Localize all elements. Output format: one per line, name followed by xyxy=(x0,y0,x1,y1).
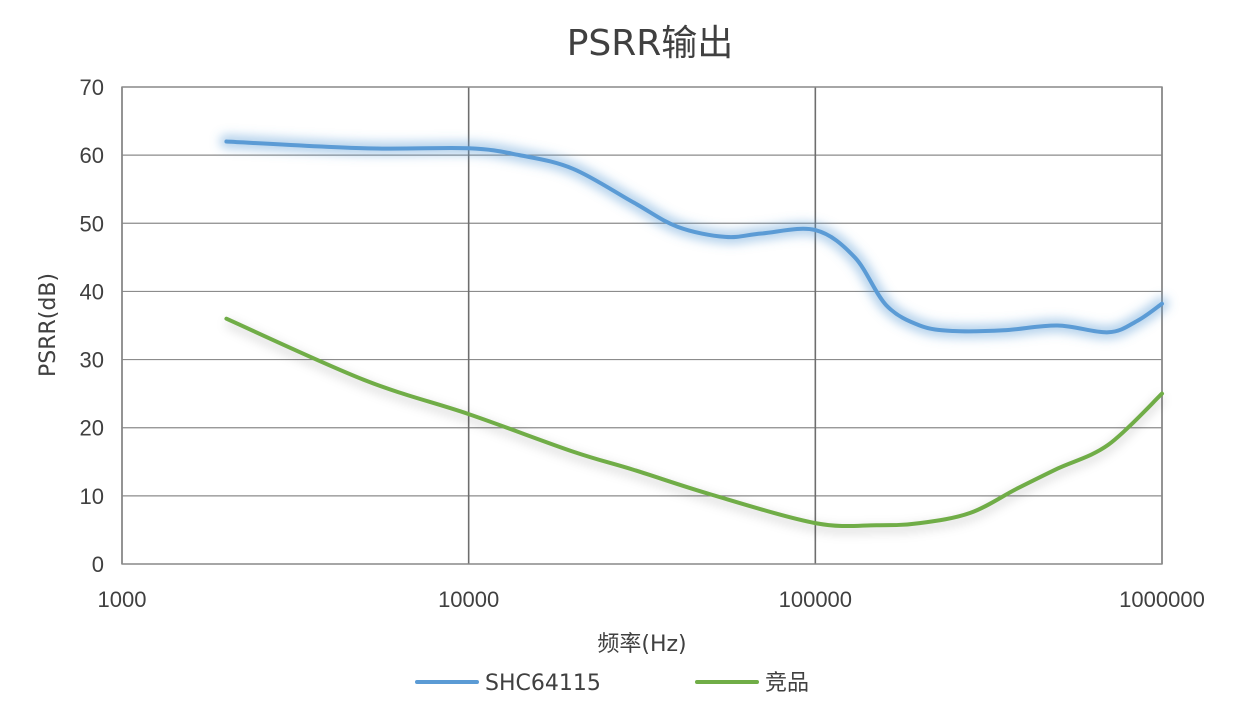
y-tick-label: 20 xyxy=(80,416,104,441)
x-tick-label: 1000000 xyxy=(1119,587,1205,612)
plot-frame xyxy=(121,86,1163,565)
y-tick-label: 40 xyxy=(80,279,104,304)
series-line-0 xyxy=(224,139,1164,335)
y-tick-label: 30 xyxy=(80,348,104,373)
series-glow xyxy=(219,134,1169,340)
chart-title: PSRR输出 xyxy=(567,23,734,64)
x-tick-label: 10000 xyxy=(438,587,499,612)
y-tick-label: 10 xyxy=(80,484,104,509)
x-tick-label: 100000 xyxy=(779,587,852,612)
legend-entry: SHC64115 xyxy=(485,671,601,696)
y-tick-label: 50 xyxy=(80,211,104,236)
x-axis-label: 频率(Hz) xyxy=(597,632,686,657)
x-tick-label: 1000 xyxy=(98,587,147,612)
series-shadow xyxy=(224,319,1165,535)
series-line-1 xyxy=(224,316,1164,529)
legend-entry: 竞品 xyxy=(765,671,809,696)
y-tick-label: 70 xyxy=(80,75,104,100)
y-tick-label: 60 xyxy=(80,143,104,168)
y-tick-label: 0 xyxy=(92,552,104,577)
y-axis-label: PSRR(dB) xyxy=(36,273,61,377)
